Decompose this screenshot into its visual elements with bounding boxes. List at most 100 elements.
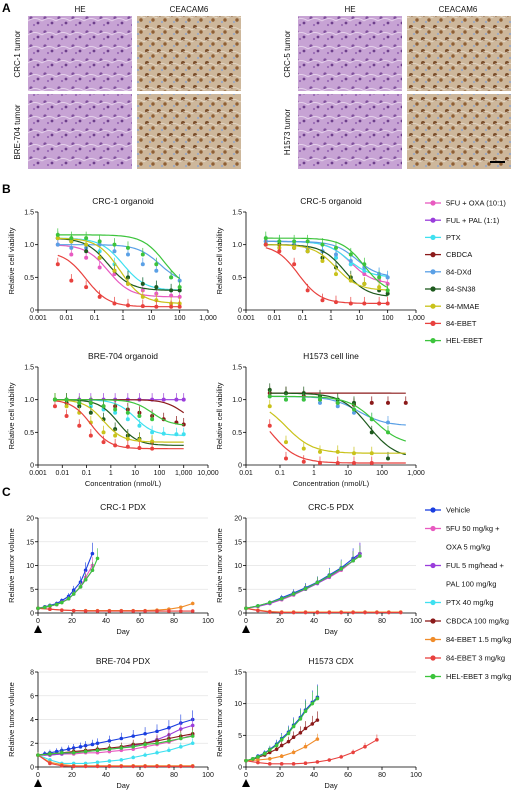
x-tick-label: 0	[36, 618, 40, 625]
data-point	[267, 404, 272, 409]
data-point	[101, 404, 106, 409]
legend-marker	[430, 655, 436, 661]
chart-title: CRC-5 organoid	[300, 196, 362, 206]
legend-b-item: HEL-EBET	[425, 336, 483, 345]
data-point	[167, 764, 171, 769]
legend-label: PTX	[446, 233, 461, 242]
fit-curve	[265, 240, 388, 276]
y-tick-label: 10	[234, 563, 242, 570]
data-point	[348, 252, 353, 257]
data-point	[97, 294, 102, 299]
data-point	[256, 758, 260, 762]
data-point	[369, 417, 374, 422]
data-point	[279, 610, 284, 615]
data-point	[150, 417, 155, 422]
data-point	[333, 252, 338, 257]
data-point	[333, 272, 338, 277]
data-point	[279, 754, 284, 759]
data-point	[97, 239, 102, 244]
data-point	[140, 304, 145, 309]
y-tick-label: 1.5	[24, 365, 34, 372]
data-point	[60, 750, 64, 755]
ceacam6-image-crc1	[137, 16, 241, 91]
data-point	[107, 759, 112, 763]
series-hel-ebet	[267, 389, 406, 442]
legend-marker	[430, 320, 436, 326]
y-tick-label: 0	[238, 463, 242, 470]
y-tick-label: 5	[238, 587, 242, 594]
data-point	[125, 281, 130, 286]
data-point	[137, 446, 142, 451]
x-tick-label: 80	[378, 618, 386, 625]
fit-curve	[265, 237, 388, 289]
x-tick-label: 100	[154, 470, 166, 477]
data-point	[317, 461, 322, 466]
data-point	[335, 404, 340, 409]
data-point	[179, 745, 183, 749]
x-axis-label: Concentration (nmol/L)	[85, 479, 162, 488]
x-axis-label: Day	[116, 627, 130, 636]
y-tick-label: 8	[30, 670, 34, 677]
data-point	[339, 755, 344, 759]
data-point	[90, 568, 95, 573]
data-point	[125, 252, 130, 257]
legend-label: 5FU 50 mg/kg +	[446, 524, 500, 533]
series-84-ebet-1-5-mg-kg	[244, 733, 320, 763]
data-point	[131, 734, 135, 738]
data-point	[268, 750, 272, 755]
legend-marker	[430, 525, 436, 532]
legend-marker	[430, 200, 436, 206]
data-point	[333, 245, 338, 250]
data-point	[385, 430, 390, 435]
data-point	[348, 262, 353, 267]
legend-marker	[430, 338, 436, 344]
series-84-mmae	[267, 399, 406, 456]
data-point	[268, 610, 272, 614]
data-point	[154, 268, 159, 273]
legend-b: 5FU + OXA (10:1) FUL + PAL (1:1) PTX CBDCA 8…	[425, 199, 506, 345]
data-point	[283, 456, 288, 461]
y-tick-label: 0	[238, 611, 242, 618]
data-point	[263, 236, 268, 241]
x-tick-label: 80	[170, 618, 178, 625]
data-point	[95, 741, 100, 746]
data-point	[277, 239, 282, 244]
data-point	[69, 252, 74, 257]
panel-letter-a: A	[2, 1, 11, 15]
legend-marker	[430, 673, 436, 680]
chart-title: CRC-1 organoid	[92, 196, 154, 206]
data-point	[298, 717, 303, 721]
data-point	[88, 433, 93, 438]
data-point	[119, 746, 124, 750]
row-label-crc5: CRC-5 tumor	[283, 30, 292, 77]
fit-curve	[265, 244, 388, 291]
y-tick-label: 2	[30, 741, 34, 748]
data-point	[333, 255, 338, 260]
data-point	[303, 610, 308, 615]
y-axis-label: Relative tumor volume	[215, 682, 224, 757]
x-tick-label: 40	[310, 772, 318, 779]
series-line	[245, 607, 401, 614]
data-point	[119, 736, 124, 741]
data-point	[351, 451, 356, 456]
legend-marker	[430, 562, 436, 569]
data-point	[263, 242, 268, 247]
fit-curve	[57, 237, 180, 304]
data-point	[362, 281, 367, 286]
legend-marker	[430, 618, 436, 624]
data-point	[256, 608, 260, 613]
data-point	[351, 461, 356, 466]
x-tick-label: 0.01	[239, 470, 253, 477]
data-point	[169, 304, 174, 309]
chart-h1573-cdx: H1573 CDX 0 5 10 15 0 20 40 60 80 100 Relative tumo…	[215, 656, 422, 790]
x-tick-label: 100	[376, 470, 388, 477]
fit-curve	[265, 240, 388, 283]
x-tick-label: 100	[202, 618, 214, 625]
data-point	[131, 745, 135, 749]
legend-label: 84-EBET	[446, 319, 477, 328]
y-tick-label: 10	[234, 701, 242, 708]
data-point	[143, 609, 147, 613]
x-tick-label: 20	[276, 618, 284, 625]
